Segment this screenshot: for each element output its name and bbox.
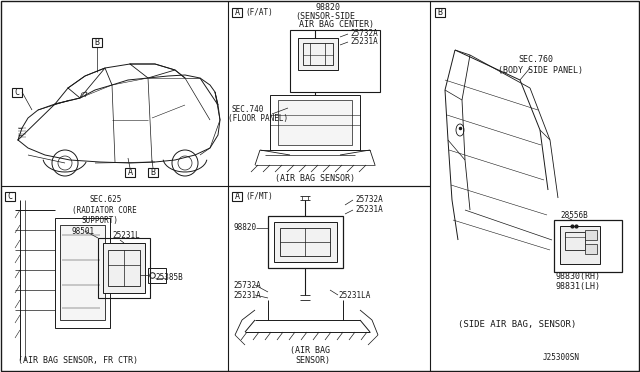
Text: (FLOOR PANEL): (FLOOR PANEL) — [228, 113, 288, 122]
Text: (AIR BAG: (AIR BAG — [290, 346, 330, 355]
Text: B: B — [95, 38, 99, 47]
Bar — [232, 192, 242, 201]
Bar — [435, 8, 445, 17]
Text: 98501: 98501 — [72, 228, 95, 237]
Bar — [278, 100, 352, 145]
Bar — [290, 30, 380, 92]
Bar — [98, 238, 150, 298]
Text: SEC.740: SEC.740 — [232, 106, 264, 115]
Text: SEC.760: SEC.760 — [518, 55, 553, 64]
Text: 25732A: 25732A — [350, 29, 378, 38]
Bar — [148, 168, 158, 177]
Text: (AIR BAG SENSOR): (AIR BAG SENSOR) — [275, 173, 355, 183]
Bar — [268, 216, 343, 268]
Text: 25231A: 25231A — [355, 205, 383, 215]
Text: 25231LA: 25231LA — [338, 291, 371, 299]
Text: 28556B: 28556B — [560, 211, 588, 219]
Text: 25231A: 25231A — [350, 38, 378, 46]
Text: (RADIATOR CORE: (RADIATOR CORE — [72, 205, 137, 215]
Text: 25231A: 25231A — [233, 291, 260, 299]
Text: 25732A: 25732A — [233, 280, 260, 289]
Text: 98820: 98820 — [316, 3, 341, 13]
Text: 25732A: 25732A — [355, 196, 383, 205]
Bar — [270, 95, 360, 150]
Bar — [5, 192, 15, 201]
Bar — [560, 226, 600, 264]
Bar — [554, 220, 622, 272]
Text: (SENSOR-SIDE: (SENSOR-SIDE — [295, 12, 355, 20]
Bar — [585, 230, 597, 240]
Bar — [280, 228, 330, 256]
Text: SENSOR): SENSOR) — [295, 356, 330, 365]
Text: J25300SN: J25300SN — [543, 353, 580, 362]
Bar — [565, 232, 585, 250]
Text: (AIR BAG SENSOR, FR CTR): (AIR BAG SENSOR, FR CTR) — [18, 356, 138, 365]
Bar — [55, 218, 110, 328]
Text: SUPPORT): SUPPORT) — [82, 215, 119, 224]
Text: C: C — [15, 88, 19, 97]
Bar — [585, 244, 597, 254]
Bar — [125, 168, 135, 177]
Text: B: B — [150, 168, 156, 177]
Text: A: A — [234, 8, 239, 17]
Bar — [12, 88, 22, 97]
Bar — [232, 8, 242, 17]
Bar — [103, 243, 145, 293]
Text: 25231L: 25231L — [112, 231, 140, 241]
Text: SEC.625: SEC.625 — [90, 196, 122, 205]
Text: 98830(RH): 98830(RH) — [555, 272, 600, 280]
Text: 25385B: 25385B — [155, 273, 183, 282]
Text: AIR BAG CENTER): AIR BAG CENTER) — [299, 19, 374, 29]
Text: (SIDE AIR BAG, SENSOR): (SIDE AIR BAG, SENSOR) — [458, 321, 576, 330]
Bar — [108, 250, 140, 286]
Text: 98831(LH): 98831(LH) — [555, 282, 600, 291]
Text: 98820: 98820 — [233, 224, 256, 232]
Text: (F/MT): (F/MT) — [245, 192, 273, 202]
Bar — [298, 38, 338, 70]
Bar — [60, 225, 105, 320]
Text: (F/AT): (F/AT) — [245, 9, 273, 17]
Text: A: A — [127, 168, 132, 177]
Text: (BODY SIDE PANEL): (BODY SIDE PANEL) — [498, 65, 583, 74]
Bar — [92, 38, 102, 47]
Text: C: C — [8, 192, 13, 201]
Text: A: A — [234, 192, 239, 201]
Bar — [274, 222, 337, 262]
Bar — [303, 43, 333, 65]
Bar — [148, 268, 166, 283]
Text: B: B — [438, 8, 442, 17]
